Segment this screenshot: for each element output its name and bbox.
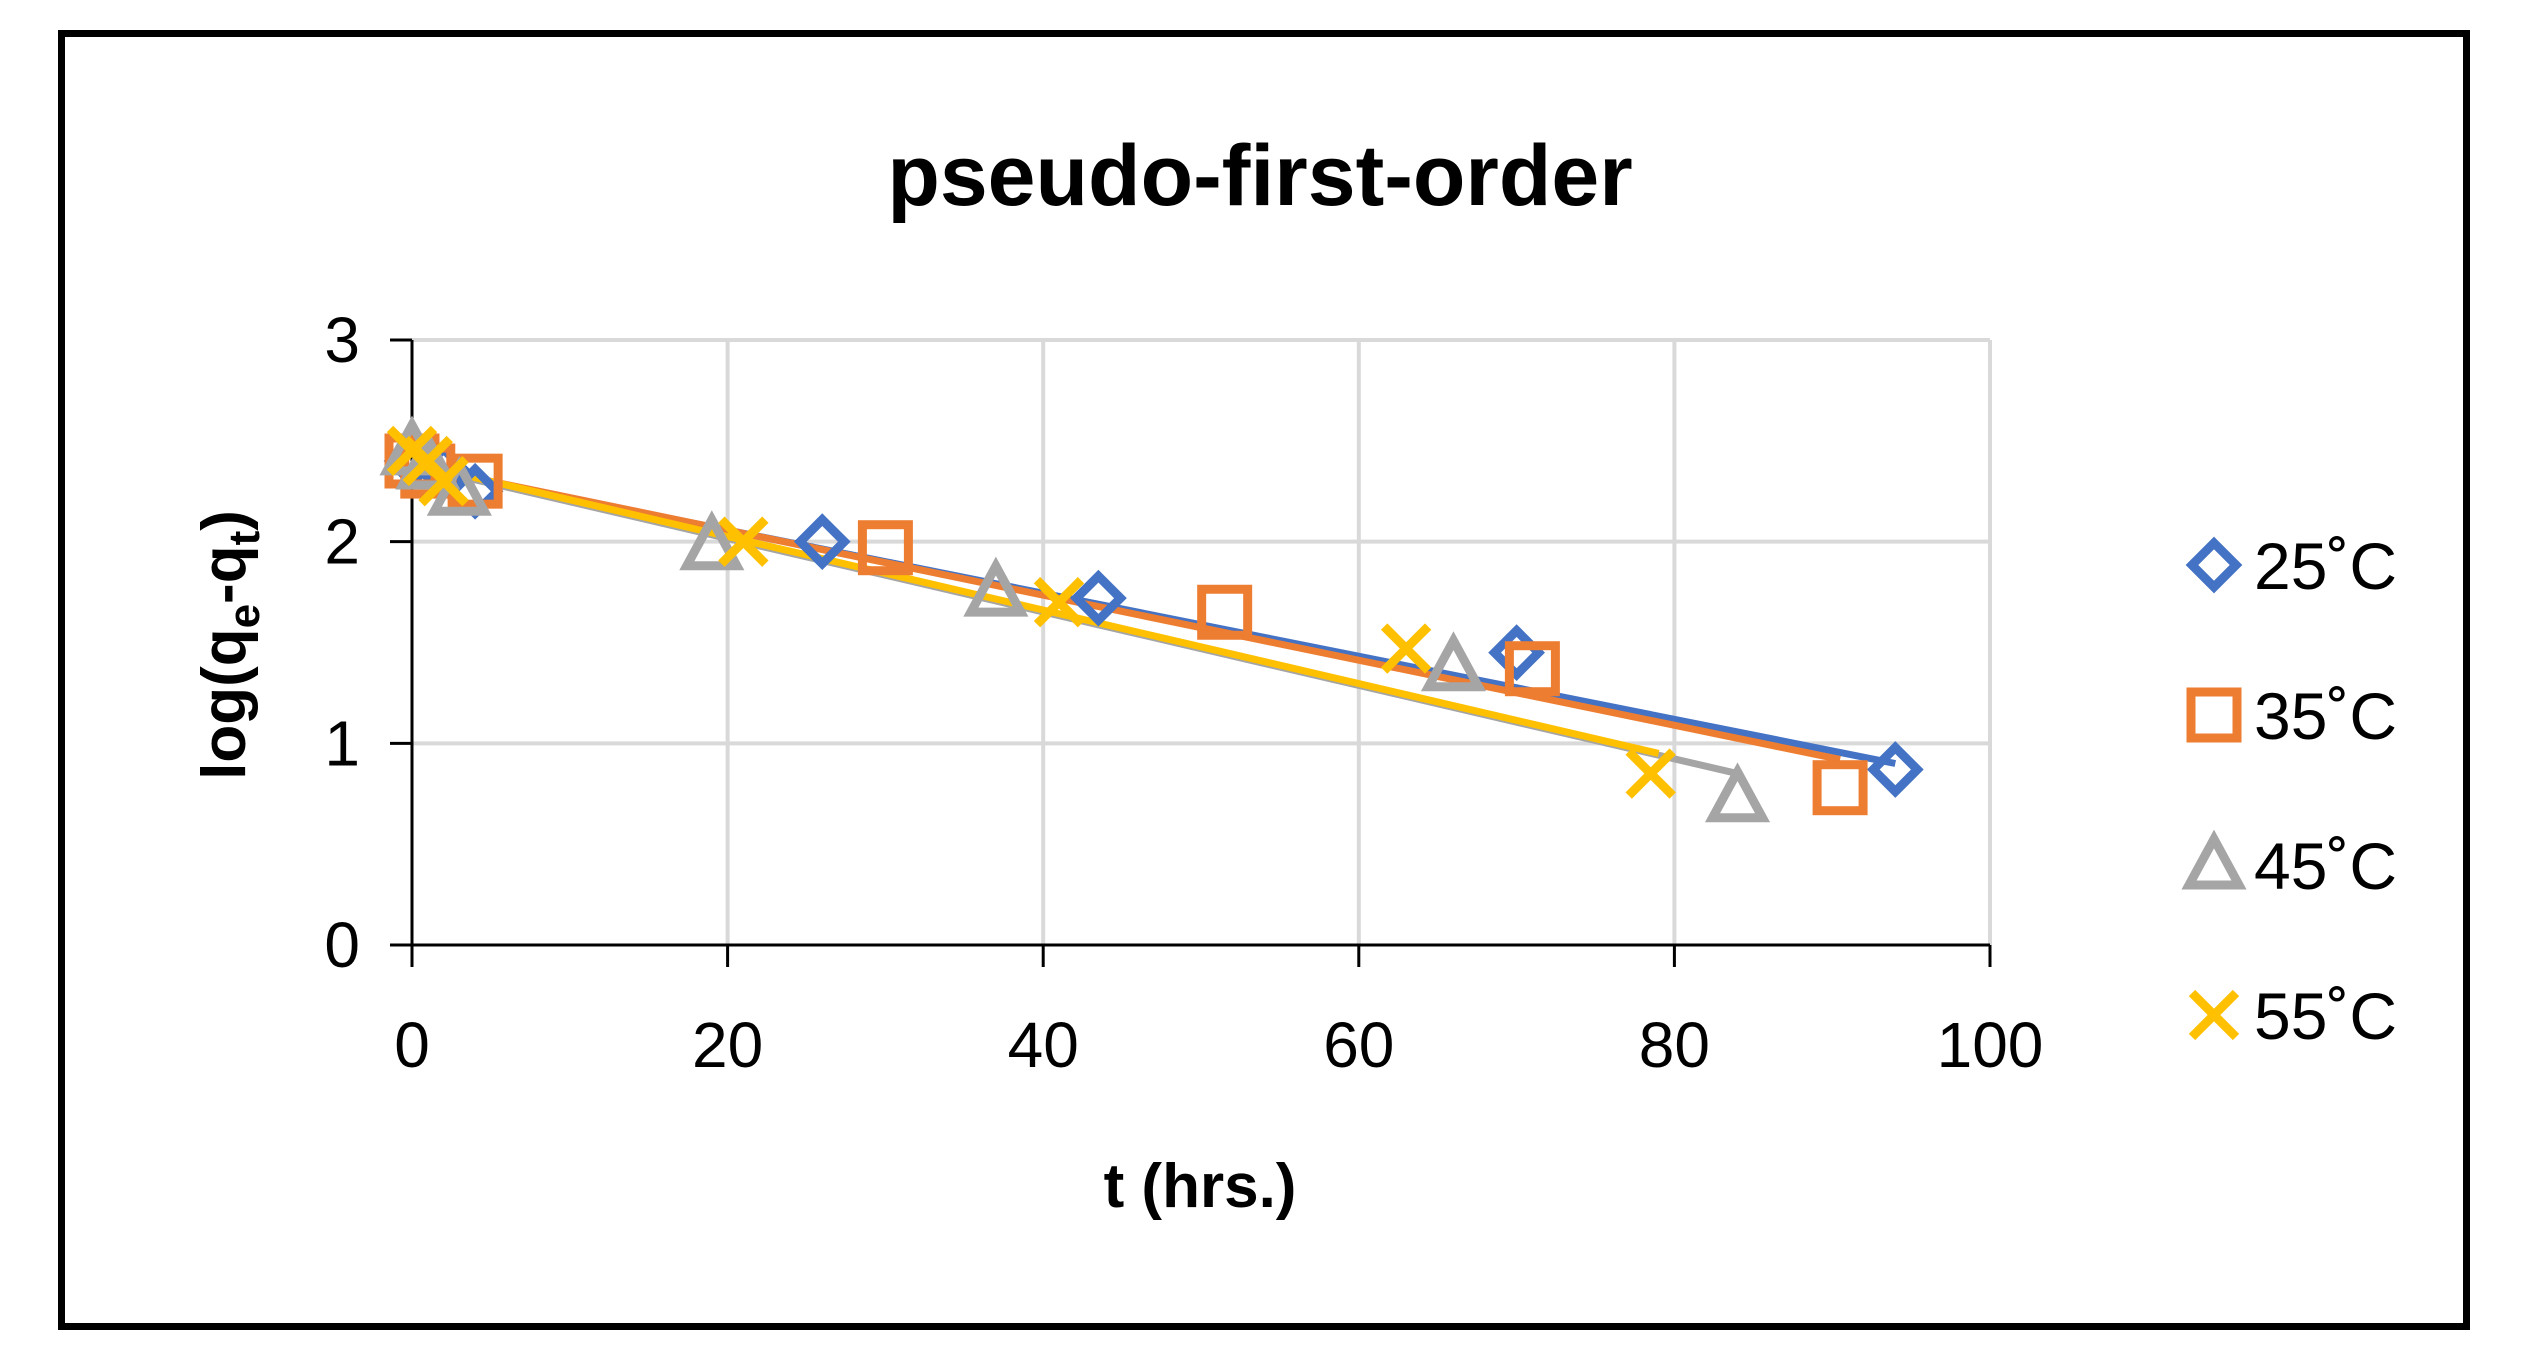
series-4-point-stroke [418, 455, 469, 507]
grid [412, 338, 1992, 945]
tick-labels: 0 20 40 60 80 100 0 1 2 3 [324, 304, 2043, 1081]
series-3-point [963, 556, 1029, 617]
y-axis-label: log(qe-qt) [190, 510, 269, 780]
series-1-point [1488, 624, 1545, 681]
series-4-point [1380, 623, 1432, 674]
legend-marker-2 [2186, 687, 2242, 743]
series-1-point [793, 513, 851, 571]
series-3-point [395, 429, 461, 490]
legend-marker-4 [2188, 989, 2240, 1041]
x-tick-label: 80 [1639, 1009, 1710, 1081]
y-tick-label: 1 [324, 707, 360, 779]
data-points [379, 415, 1924, 823]
legend-marker-4-stroke [2188, 989, 2240, 1041]
y-label-mid: -q [190, 545, 259, 604]
trendline-4 [411, 459, 1660, 757]
series-4-point-stroke [718, 516, 769, 567]
series-2-point [1812, 760, 1868, 816]
legend: 25˚C 35˚C 45˚C 55˚C [2181, 529, 2397, 1053]
series-3-point [679, 510, 745, 571]
series-4-point [418, 455, 469, 507]
trendline-2 [411, 461, 1841, 763]
y-label-sub1: e [220, 604, 269, 628]
series-4-point [718, 516, 769, 567]
series-3-point [1420, 631, 1487, 692]
y-tick-label: 2 [324, 506, 360, 578]
chart-frame [58, 30, 2470, 1330]
series-2-point [1504, 641, 1560, 697]
x-tick-label: 40 [1008, 1009, 1079, 1081]
series-3-point [1704, 762, 1771, 823]
y-label-end: ) [190, 510, 259, 531]
x-tick-label: 100 [1937, 1009, 2044, 1081]
legend-marker-1 [2185, 536, 2243, 594]
series-4-point-stroke [1033, 576, 1085, 628]
legend-marker-3 [2181, 829, 2247, 890]
legend-label-3: 45˚C [2254, 829, 2397, 903]
series-4-point [1033, 576, 1085, 628]
legend-label-4: 55˚C [2254, 979, 2397, 1053]
x-axis-label: t (hrs.) [1104, 1152, 1297, 1221]
series-4-point-stroke [1625, 748, 1676, 799]
series-1-point [1070, 569, 1127, 627]
series-4-point-stroke [1380, 623, 1432, 674]
y-label-main: log(q [190, 628, 259, 780]
chart-title: pseudo-first-order [887, 128, 1632, 224]
legend-label-1: 25˚C [2254, 529, 2397, 603]
x-tick-label: 60 [1323, 1009, 1394, 1081]
y-tick-label: 0 [324, 909, 360, 981]
y-label-sub2: t [220, 530, 269, 545]
y-tick-label: 3 [324, 304, 360, 376]
series-2-point [1197, 584, 1253, 640]
legend-label-2: 35˚C [2254, 679, 2397, 753]
series-2-point [857, 520, 913, 576]
x-tick-label: 20 [692, 1009, 763, 1081]
x-tick-label: 0 [394, 1009, 430, 1081]
series-1-point [1866, 741, 1924, 798]
series-4-point [1625, 748, 1676, 799]
axes [390, 338, 1992, 967]
